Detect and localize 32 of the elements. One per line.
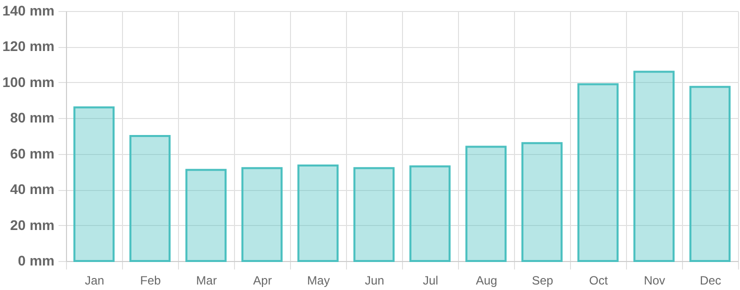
x-tick-label: Jul [422,274,438,288]
y-tick-label: 20 mm [10,216,54,233]
x-tick-label: Feb [140,274,162,288]
y-tick-label: 40 mm [10,181,54,198]
bar [297,164,339,262]
bar [353,167,395,262]
bar [241,167,283,262]
x-tick-label: Oct [589,274,608,288]
y-tick-label: 60 mm [10,145,54,162]
bar [185,168,227,262]
y-tick-label: 120 mm [2,38,54,54]
x-tick-label: May [307,274,330,288]
x-tick-label: Dec [700,274,722,288]
bar [129,135,171,262]
x-tick-label: Jan [84,274,104,288]
bar [521,142,563,262]
x-tick-label: Mar [196,274,217,288]
y-tick-label: 100 mm [2,74,54,90]
x-tick-label: Apr [253,274,272,288]
bar [577,83,619,262]
bar [633,70,675,262]
x-tick-label: Jun [364,274,384,288]
x-tick-label: Nov [644,274,666,288]
x-tick-label: Aug [476,274,498,288]
x-tick-label: Sep [532,274,554,288]
y-tick-label: 80 mm [10,110,54,126]
y-tick-label: 0 mm [18,252,54,268]
bar [73,106,115,262]
bar [465,146,507,262]
bar [409,165,451,262]
y-tick-label: 140 mm [2,2,54,18]
bar [689,86,731,262]
